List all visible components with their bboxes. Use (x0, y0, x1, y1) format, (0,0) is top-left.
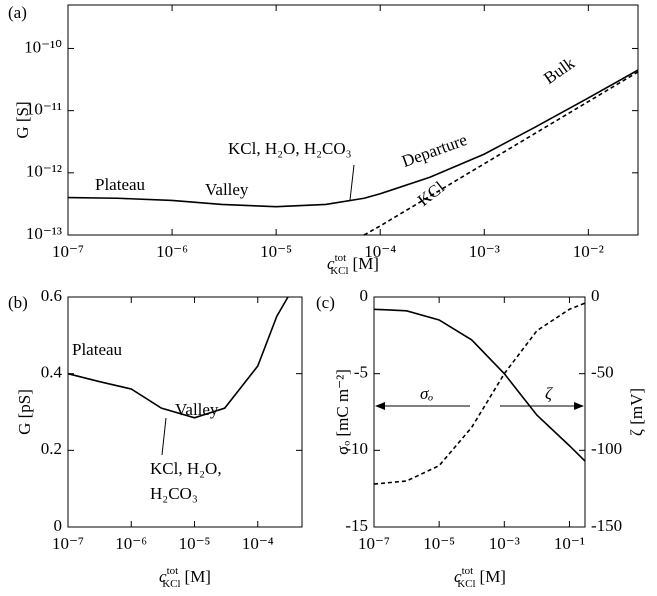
annotation: KCl (414, 177, 448, 210)
x-tick-label: 10⁻⁴ (364, 242, 396, 261)
y2-tick-label: 0 (591, 286, 600, 305)
x-tick-label: 10⁻⁶ (115, 534, 147, 553)
pointer (349, 164, 355, 201)
x-tick-label: 10⁻² (573, 242, 604, 261)
annotation: ζ (545, 384, 553, 403)
plot-frame (67, 4, 639, 236)
x-tick-label: 10⁻⁵ (179, 534, 211, 553)
y-tick-label: 10⁻¹² (26, 162, 62, 181)
x-tick-label: 10⁻³ (469, 242, 500, 261)
y-tick-label: 0.6 (41, 286, 62, 305)
y-tick-label: -5 (354, 363, 368, 382)
y-tick-label: -10 (345, 439, 368, 458)
annotation: KCl, H₂O, (150, 459, 222, 478)
plot-frame (373, 296, 586, 528)
data-line (373, 308, 586, 462)
y2-tick-label: -50 (591, 363, 614, 382)
x-tick-label: 10⁻⁷ (52, 242, 84, 261)
annotation: H₂CO₃ (150, 484, 198, 503)
pointer (161, 417, 167, 456)
y-tick-label: 10⁻¹⁰ (24, 37, 62, 56)
annotation: Plateau (95, 175, 146, 194)
annotation: Plateau (72, 340, 123, 359)
x-axis-label: ctot KCl [M] (327, 252, 379, 277)
data-line (373, 302, 586, 485)
panel-label: (c) (316, 293, 335, 312)
x-tick-label: 10⁻¹ (554, 534, 585, 553)
x-axis-label: ctot KCl [M] (454, 565, 506, 590)
y-axis-label: G [pS] (15, 389, 34, 435)
annotation: KCl, H₂O, H₂CO₃ (228, 139, 352, 158)
data-line (67, 69, 639, 208)
x-tick-label: 10⁻⁶ (156, 242, 188, 261)
x-tick-label: 10⁻⁷ (358, 534, 390, 553)
y-tick-label: 0 (54, 516, 63, 535)
annotation: Valley (205, 180, 249, 199)
data-line (363, 71, 639, 236)
x-tick-label: 10⁻⁵ (423, 534, 455, 553)
x-tick-label: 10⁻⁵ (260, 242, 292, 261)
y-axis-label: G [S] (13, 101, 32, 138)
y-tick-label: 0 (360, 286, 369, 305)
x-tick-label: 10⁻⁴ (242, 534, 274, 553)
y-tick-label: 10⁻¹³ (26, 224, 62, 243)
y2-tick-label: -150 (591, 516, 622, 535)
x-axis-label: ctot KCl [M] (159, 565, 211, 590)
y2-tick-label: -100 (591, 439, 622, 458)
y-tick-label: 0.4 (41, 363, 63, 382)
plot-frame (67, 296, 303, 528)
x-tick-label: 10⁻⁷ (52, 534, 84, 553)
x-tick-label: 10⁻³ (489, 534, 520, 553)
y-tick-label: 10⁻¹¹ (26, 100, 62, 119)
annotation: Bulk (540, 53, 578, 88)
data-line (67, 296, 289, 419)
panel-label: (b) (8, 293, 28, 312)
y-tick-label: 0.2 (41, 439, 62, 458)
y-axis-label: σₒ [mC m⁻²] (333, 369, 352, 455)
y-tick-label: -15 (345, 516, 368, 535)
annotation: σₒ (420, 384, 433, 403)
panel-label: (a) (8, 3, 27, 22)
y2-axis-label: ζ [mV] (627, 388, 646, 436)
annotation: Valley (175, 400, 219, 419)
